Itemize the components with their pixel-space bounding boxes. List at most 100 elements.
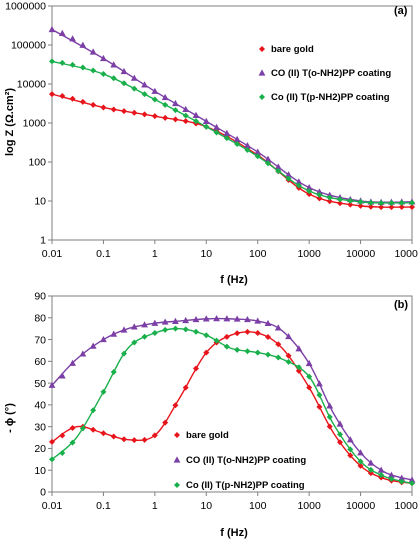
data-point	[347, 452, 354, 459]
series-line-3	[51, 60, 413, 204]
data-point	[172, 116, 179, 123]
data-point	[244, 328, 251, 335]
data-point	[264, 155, 272, 162]
data-point	[388, 199, 395, 206]
data-point	[202, 315, 210, 322]
data-point	[378, 472, 385, 479]
data-point	[59, 432, 66, 439]
data-point	[398, 204, 405, 211]
panel-label-b: (b)	[394, 299, 408, 311]
data-point	[141, 91, 148, 98]
data-point	[110, 330, 118, 337]
data-point	[172, 325, 179, 332]
data-point	[192, 315, 200, 323]
x-tick-label: 1	[152, 248, 158, 260]
data-point	[141, 321, 148, 328]
data-point	[367, 203, 374, 210]
data-point	[193, 365, 199, 372]
data-point	[265, 351, 271, 358]
data-point	[306, 191, 313, 198]
data-point	[326, 194, 333, 201]
data-point	[316, 188, 323, 195]
data-point	[110, 106, 117, 113]
x-tick-label: 0.1	[96, 500, 111, 512]
x-tick-label: 0.01	[42, 248, 63, 260]
data-point	[59, 59, 66, 66]
data-point	[285, 352, 292, 359]
data-point	[398, 474, 406, 481]
data-point	[141, 436, 148, 443]
x-tick-label: 10000	[346, 248, 375, 260]
data-point	[316, 403, 323, 410]
data-point	[347, 446, 354, 453]
data-point	[49, 91, 55, 98]
data-point	[151, 330, 158, 337]
legend-label-2: CO (II) T(o-NH2)PP coating	[186, 455, 306, 466]
series-line-3	[51, 327, 413, 484]
x-tick-label: 10000	[346, 500, 375, 512]
data-point	[326, 198, 333, 205]
data-point	[234, 330, 241, 337]
data-point	[275, 167, 282, 174]
data-point	[233, 135, 241, 142]
data-point	[130, 323, 138, 330]
data-point	[141, 111, 148, 118]
y-tick-label: 80	[34, 312, 46, 324]
data-point	[203, 123, 210, 130]
data-point	[244, 348, 251, 355]
y-tick-label: 1000	[23, 118, 47, 130]
data-point	[69, 35, 76, 42]
data-point	[110, 368, 117, 375]
data-point	[79, 98, 86, 105]
data-point	[346, 436, 354, 443]
data-point	[141, 81, 148, 88]
data-point	[295, 178, 303, 185]
data-point	[254, 148, 262, 155]
data-point	[182, 384, 189, 391]
legend-label-3: Co (II) T(p-NH2)PP coating	[271, 92, 390, 103]
data-point	[59, 449, 66, 456]
data-point	[131, 85, 138, 92]
data-point	[223, 129, 231, 136]
data-point	[409, 199, 415, 206]
data-point	[244, 315, 251, 323]
data-point	[202, 117, 210, 124]
data-point	[305, 184, 313, 191]
x-tick-label: 10	[200, 500, 212, 512]
y-tick-label: 20	[34, 443, 46, 455]
data-point	[316, 195, 323, 202]
bode-magnitude-chart: (a) 0.01 0.1 1 10 100 1000 10000 100000 1 10 100 10…	[4, 1, 418, 286]
bode-phase-chart: (b) 0.01 0.1 1 10 100 1000 10000 100000 0 10 20 30 4…	[4, 291, 418, 539]
data-point	[69, 359, 76, 366]
y-tick-label: 100	[28, 157, 46, 169]
data-point	[347, 197, 354, 204]
series-line-1	[51, 331, 413, 484]
legend-marker-2	[173, 456, 181, 463]
data-point	[295, 367, 302, 374]
data-point	[59, 93, 66, 100]
data-point	[254, 153, 261, 160]
data-point	[306, 373, 313, 380]
data-point	[79, 64, 86, 71]
data-point	[161, 318, 169, 325]
data-point	[69, 61, 76, 68]
data-point	[89, 48, 97, 55]
data-point	[49, 456, 55, 463]
data-point	[161, 93, 169, 101]
data-point	[151, 113, 158, 120]
data-point	[213, 337, 220, 344]
data-point	[285, 332, 292, 340]
data-point	[265, 160, 271, 167]
data-point	[48, 25, 56, 33]
data-point	[254, 330, 261, 337]
data-point	[69, 439, 76, 446]
data-point	[388, 204, 395, 211]
series-line-2	[51, 317, 413, 481]
data-point	[203, 349, 210, 356]
data-point	[398, 199, 405, 206]
y-tick-label: 10000	[17, 79, 46, 91]
data-point	[337, 200, 343, 207]
data-point	[357, 202, 364, 209]
data-point	[264, 319, 272, 327]
data-point	[90, 407, 97, 414]
